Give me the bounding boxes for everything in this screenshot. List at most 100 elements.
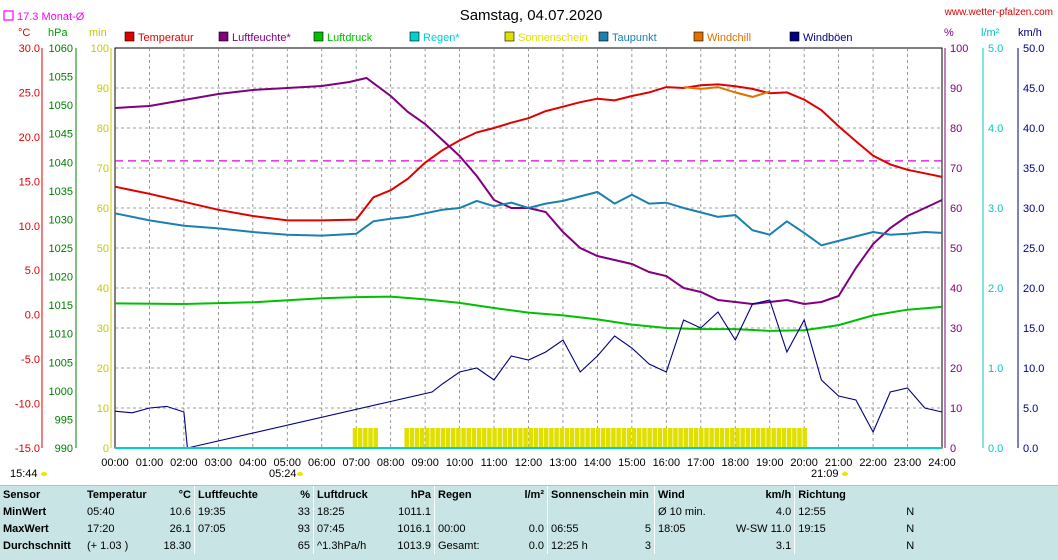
tick-label-pressure: 1040 — [49, 157, 73, 169]
stats-cell: 06:55 — [547, 520, 631, 537]
tick-label-pressure: 995 — [55, 414, 73, 426]
sunshine-bar — [435, 428, 440, 448]
stats-header-cell: Luftfeuchte — [194, 486, 293, 503]
legend-label: Luftfeuchte* — [232, 32, 291, 44]
sunshine-bar — [518, 428, 523, 448]
series-line-windchill — [683, 86, 770, 98]
x-tick-label: 21:00 — [825, 457, 853, 469]
tick-label-minutes: 70 — [97, 163, 109, 175]
x-tick-label: 00:00 — [101, 457, 129, 469]
sunrise-icon — [297, 472, 303, 476]
sunshine-bar — [786, 428, 792, 448]
site-link[interactable]: www.wetter-pfalzen.com — [944, 7, 1053, 18]
stats-cell: 1011.1 — [398, 505, 431, 518]
stats-cell: 17:20 — [87, 522, 115, 535]
sunshine-bar — [797, 428, 802, 448]
tick-label-humidity: 90 — [950, 83, 962, 95]
tick-label-humidity: 70 — [950, 163, 962, 175]
stats-cell: 00:00 — [434, 520, 511, 537]
x-tick-label: 08:00 — [377, 457, 405, 469]
tick-label-wind: 35.0 — [1023, 163, 1044, 175]
month-avg-label: 17.3 Monat-Ø — [17, 11, 85, 23]
chart-axes: 30.0 25.0 20.0 15.0 10.0 5.0 0.0 -5.0 -10.0 -15.0… — [15, 43, 1045, 469]
sunshine-bar — [476, 428, 482, 448]
stats-cell: 65 — [297, 539, 310, 552]
unit-wind: km/h — [1018, 27, 1042, 39]
tick-label-minutes: 60 — [97, 203, 109, 215]
sunshine-bar — [492, 428, 497, 448]
series-line-temperatur — [114, 83, 943, 222]
legend-label: Windböen — [803, 32, 853, 44]
sunshine-bar — [647, 428, 652, 448]
tick-label-pressure: 1025 — [49, 243, 73, 255]
series-lines — [114, 76, 943, 449]
sunshine-bar — [699, 428, 704, 448]
stats-header-cell: % — [300, 488, 310, 501]
tick-label-pressure: 1030 — [49, 214, 73, 226]
tick-label-temp: 5.0 — [25, 265, 40, 277]
tick-label-rain: 1.0 — [988, 363, 1003, 375]
legend-swatch — [218, 31, 229, 42]
sunshine-bar — [668, 428, 673, 448]
x-tick-label: 23:00 — [894, 457, 922, 469]
stats-cell: 10.6 — [169, 505, 191, 518]
tick-label-wind: 40.0 — [1023, 123, 1044, 135]
tick-label-humidity: 20 — [950, 363, 962, 375]
stats-header-cell: Temperatur — [87, 488, 147, 501]
sunshine-bar — [404, 428, 409, 448]
sunshine-bar — [419, 428, 425, 448]
tick-label-pressure: 1050 — [49, 100, 73, 112]
sunshine-bar — [533, 428, 539, 448]
stats-header-cell: Wind — [654, 486, 733, 503]
x-tick-label: 02:00 — [170, 457, 198, 469]
sunshine-bar — [414, 428, 420, 448]
stats-cell: 18.30 — [163, 539, 191, 552]
sunshine-bar — [590, 428, 596, 448]
tick-label-minutes: 100 — [91, 43, 109, 55]
sunshine-bar — [373, 428, 378, 448]
sunrise-label: 05:24 — [269, 468, 297, 480]
unit-rain: l/m² — [981, 27, 1000, 39]
sunshine-bar — [606, 428, 611, 448]
tick-label-pressure: 1005 — [49, 357, 73, 369]
stats-cell: 05:40 — [87, 505, 115, 518]
sunset-label: 21:09 — [811, 468, 839, 480]
tick-label-humidity: 0 — [950, 443, 956, 455]
legend-label: Regen* — [423, 32, 460, 44]
stats-cell: 19:15 — [794, 520, 902, 537]
stats-header-cell: l/m² — [524, 488, 544, 501]
stats-cell: 33 — [297, 505, 310, 518]
tick-label-wind: 0.0 — [1023, 443, 1038, 455]
x-tick-label: 14:00 — [584, 457, 612, 469]
sunshine-bar — [637, 428, 642, 448]
tick-label-pressure: 1015 — [49, 300, 73, 312]
sunshine-bar — [554, 428, 559, 448]
legend-swatch — [598, 31, 609, 42]
stats-header-row: Sensor Temperatur °C Luftfeuchte % Luftd… — [0, 486, 917, 503]
tick-label-wind: 30.0 — [1023, 203, 1044, 215]
x-tick-label: 22:00 — [859, 457, 887, 469]
chart-title: Samstag, 04.07.2020 — [460, 7, 603, 24]
sunshine-bar — [487, 428, 492, 448]
unit-minutes: min — [89, 27, 107, 39]
stats-cell: 07:05 — [194, 520, 293, 537]
x-tick-label: 06:00 — [308, 457, 336, 469]
tick-label-wind: 25.0 — [1023, 243, 1044, 255]
x-tick-label: 11:00 — [481, 457, 508, 469]
weather-chart: 30.0 25.0 20.0 15.0 10.0 5.0 0.0 -5.0 -10.0 -15.0… — [3, 7, 1053, 480]
tick-label-pressure: 1020 — [49, 272, 73, 284]
tick-label-minutes: 90 — [97, 83, 109, 95]
legend-swatch — [693, 31, 704, 42]
sunshine-bar — [761, 428, 766, 448]
tick-label-humidity: 100 — [950, 43, 968, 55]
sunshine-bar — [776, 428, 782, 448]
tick-label-minutes: 20 — [97, 363, 109, 375]
tick-label-humidity: 30 — [950, 323, 962, 335]
stats-header-cell: Richtung — [794, 486, 902, 503]
tick-label-humidity: 40 — [950, 283, 962, 295]
sunshine-bar — [709, 428, 714, 448]
unit-humidity: % — [944, 27, 954, 39]
sunshine-bar — [471, 428, 477, 448]
sunshine-bar — [771, 428, 776, 448]
sunshine-bar — [678, 428, 683, 448]
